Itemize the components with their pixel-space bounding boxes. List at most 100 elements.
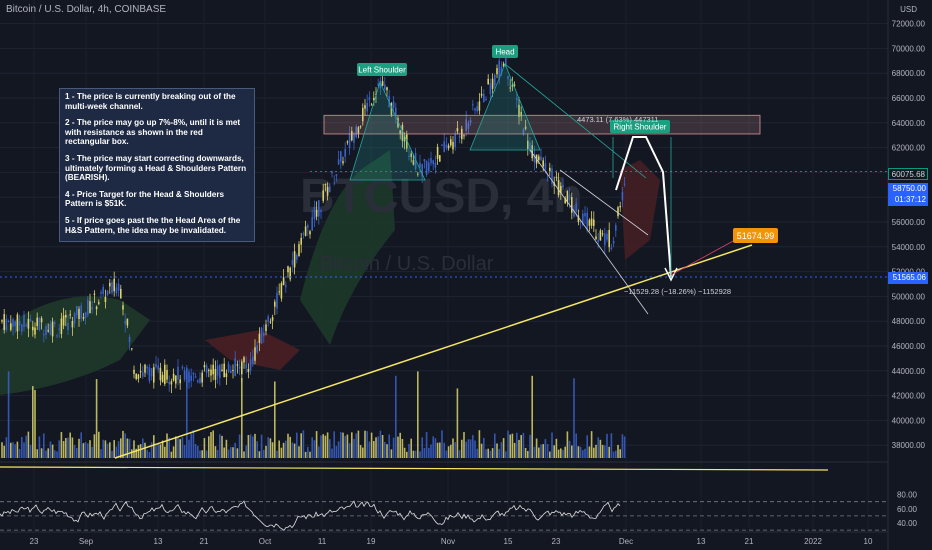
volume-bar <box>357 430 360 458</box>
candle-body <box>65 314 67 318</box>
candle-body <box>384 84 386 90</box>
candle-body <box>91 307 93 310</box>
volume-bar <box>263 449 265 458</box>
candle-body <box>406 134 408 149</box>
candle-body <box>566 191 569 203</box>
candle-body <box>498 60 500 80</box>
candle-body <box>269 321 272 323</box>
candle-body <box>148 367 151 382</box>
price-label-current: 58750.00 <box>888 183 928 195</box>
volume-bar <box>417 371 419 458</box>
y-tick-label: 72000.00 <box>892 20 926 29</box>
volume-bar <box>582 450 584 458</box>
volume-bar <box>60 432 63 458</box>
volume-bar <box>478 430 481 458</box>
candle-body <box>454 133 456 147</box>
candle-body <box>392 101 395 109</box>
volume-bar <box>159 444 162 458</box>
candle-body <box>531 145 533 159</box>
candle-body <box>324 184 327 186</box>
candle-body <box>353 133 355 143</box>
target-line <box>670 239 736 276</box>
volume-bar <box>313 440 316 458</box>
volume-bar <box>291 442 294 458</box>
candle-body <box>408 155 410 157</box>
volume-bar <box>65 438 67 458</box>
candle-body <box>599 230 602 241</box>
candle-body <box>340 151 342 162</box>
analysis-notes[interactable]: 1 - The price is currently breaking out … <box>59 88 255 242</box>
price-candles <box>1 49 626 394</box>
volume-bar <box>483 437 485 458</box>
volume-bar <box>76 447 78 458</box>
volume-bar <box>584 448 586 458</box>
candle-body <box>89 301 91 314</box>
candle-body <box>527 140 529 149</box>
volume-bar <box>73 445 76 458</box>
candle-body <box>256 345 258 353</box>
volume-bar <box>71 437 74 458</box>
candle-body <box>225 373 228 378</box>
candle-body <box>557 180 560 195</box>
volume-bar <box>384 441 386 458</box>
volume-bar <box>62 441 65 458</box>
volume-bar <box>170 451 173 458</box>
candle-body <box>351 131 353 141</box>
candle-body <box>124 320 126 324</box>
volume-bar <box>210 432 212 458</box>
candle-body <box>247 368 250 373</box>
volume-bar <box>373 441 375 458</box>
candle-body <box>1 320 3 322</box>
candle-body <box>245 363 247 369</box>
volume-bar <box>225 439 228 458</box>
candle-body <box>533 154 536 163</box>
volume-bar <box>318 446 320 458</box>
volume-bar <box>461 439 463 458</box>
volume-bar <box>212 430 214 458</box>
candle-body <box>25 324 27 326</box>
volume-bar <box>601 444 604 458</box>
candle-body <box>346 141 349 143</box>
volume-bars <box>1 371 626 458</box>
candle-body <box>263 332 265 337</box>
rsi-tick-label: 60.00 <box>897 505 918 514</box>
volume-bar <box>465 441 467 458</box>
candle-body <box>161 374 164 383</box>
volume-bar <box>364 430 366 458</box>
volume-bar <box>344 435 346 458</box>
volume-bar <box>507 430 509 458</box>
volume-bar <box>133 440 135 458</box>
y-tick-label: 56000.00 <box>892 218 926 227</box>
candle-body <box>205 365 208 373</box>
candle-body <box>359 126 362 128</box>
volume-bar <box>441 430 443 458</box>
volume-bar <box>18 449 21 458</box>
candle-body <box>186 367 188 387</box>
candle-body <box>582 213 584 225</box>
candle-body <box>496 68 498 75</box>
candle-body <box>298 244 300 257</box>
channel-top <box>504 63 647 179</box>
candle-body <box>227 363 230 372</box>
volume-bar <box>408 443 410 458</box>
candle-body <box>577 215 580 222</box>
candle-body <box>331 171 333 174</box>
candle-body <box>542 160 544 167</box>
candle-body <box>373 98 375 100</box>
countdown-label: 01:37:12 <box>888 194 928 206</box>
volume-bar <box>375 437 377 458</box>
volume-bar <box>566 431 569 458</box>
rsi-line <box>0 500 621 531</box>
volume-bar <box>593 447 595 458</box>
candle-body <box>491 78 494 89</box>
candle-body <box>282 277 285 286</box>
volume-bar <box>104 440 107 458</box>
candle-body <box>219 364 221 379</box>
candle-body <box>344 148 346 157</box>
candle-body <box>179 379 181 384</box>
y-tick-label: 66000.00 <box>892 94 926 103</box>
volume-bar <box>443 442 445 458</box>
y-tick-label: 40000.00 <box>892 416 926 425</box>
volume-bar <box>606 433 608 458</box>
